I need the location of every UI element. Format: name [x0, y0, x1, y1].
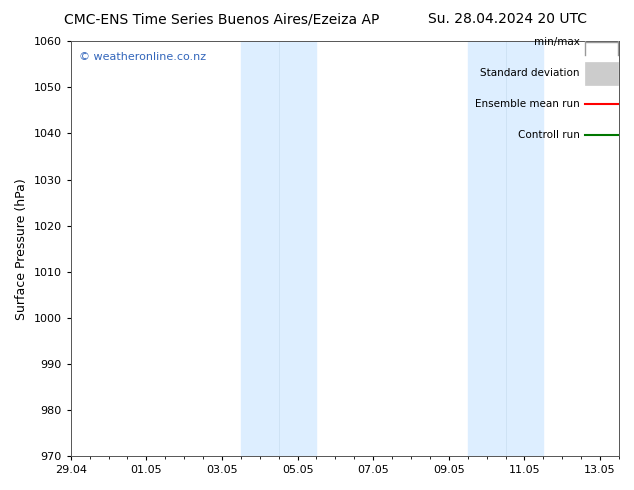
Text: Standard deviation: Standard deviation — [480, 68, 579, 78]
Bar — [468, 41, 543, 456]
Text: Su. 28.04.2024 20 UTC: Su. 28.04.2024 20 UTC — [428, 12, 586, 26]
Y-axis label: Surface Pressure (hPa): Surface Pressure (hPa) — [15, 178, 28, 319]
Bar — [241, 41, 316, 456]
FancyBboxPatch shape — [585, 62, 618, 85]
Text: CMC-ENS Time Series Buenos Aires/Ezeiza AP: CMC-ENS Time Series Buenos Aires/Ezeiza … — [64, 12, 380, 26]
Text: © weatheronline.co.nz: © weatheronline.co.nz — [79, 51, 206, 62]
Text: Controll run: Controll run — [517, 130, 579, 141]
Text: min/max: min/max — [534, 37, 579, 47]
Text: Ensemble mean run: Ensemble mean run — [475, 99, 579, 109]
